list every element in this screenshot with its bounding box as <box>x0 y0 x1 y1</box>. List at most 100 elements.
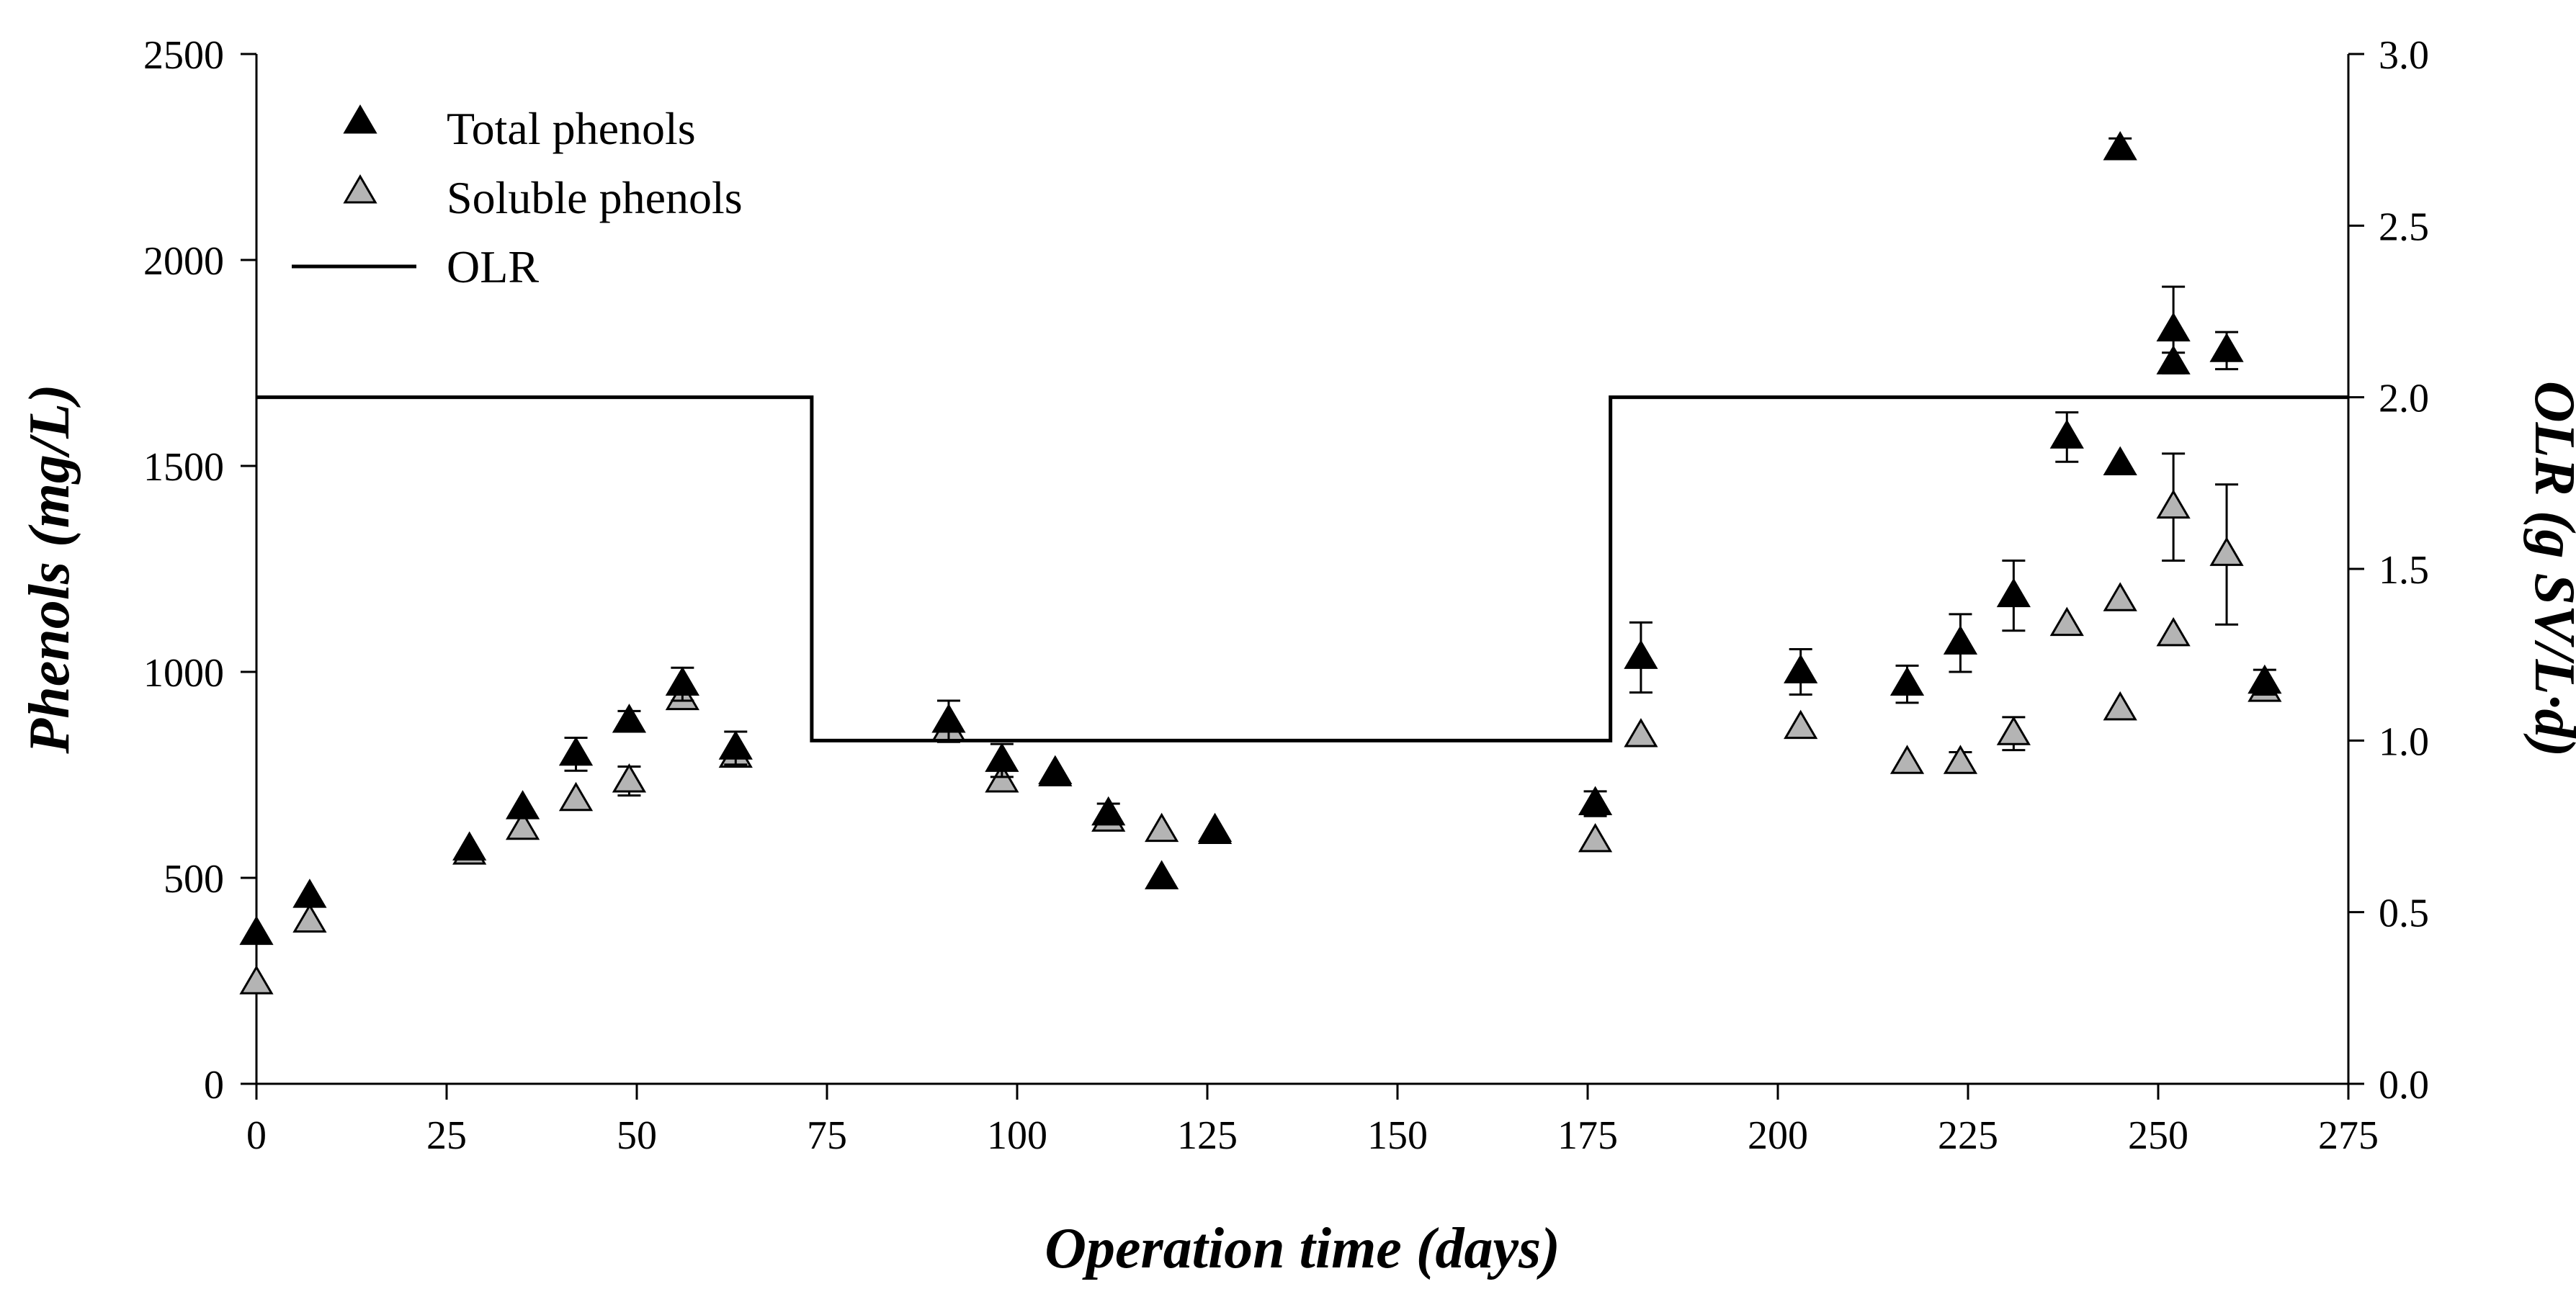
total-phenols-marker <box>2248 664 2282 694</box>
y-tick-label: 2000 <box>143 239 224 284</box>
soluble-phenols-point <box>558 781 594 812</box>
y-ticks-right: 0.0 0.5 1.0 1.5 2.0 2.5 3.0 <box>2348 33 2429 1108</box>
x-tick-label: 50 <box>617 1113 657 1158</box>
soluble-phenols-point <box>1145 812 1179 843</box>
total-phenols-marker <box>1996 578 2031 608</box>
total-phenols-point <box>1996 560 2031 632</box>
x-tick-label: 175 <box>1557 1113 1618 1158</box>
x-tick-label: 0 <box>246 1113 267 1158</box>
total-phenols-marker <box>931 704 966 733</box>
soluble-phenols-point <box>505 810 540 840</box>
total-phenols-marker <box>1624 639 1658 669</box>
total-phenols-marker <box>1091 796 1126 826</box>
total-phenols-marker <box>718 730 753 760</box>
y-axis-title: Phenols (mg/L) <box>18 384 81 754</box>
soluble-phenols-marker <box>1889 745 1925 774</box>
soluble-phenols-point <box>1784 709 1818 740</box>
x-tick-label: 275 <box>2318 1113 2379 1158</box>
soluble-phenols-point <box>2156 616 2191 647</box>
soluble-phenols-marker <box>292 903 327 933</box>
total-phenols-marker <box>985 742 1019 772</box>
soluble-phenols-point <box>239 965 274 995</box>
x-tick-label: 25 <box>426 1113 467 1158</box>
soluble-phenols-point <box>1943 745 1978 774</box>
total-phenols-point <box>1197 812 1233 843</box>
x-tick-label: 200 <box>1748 1113 1808 1158</box>
total-phenols-marker <box>1889 666 1925 696</box>
soluble-phenols-marker <box>1996 716 2031 745</box>
total-phenols-marker <box>2209 333 2244 362</box>
total-phenols-point <box>2049 411 2084 463</box>
soluble-phenols-series <box>239 452 2282 995</box>
total-phenols-marker <box>2103 446 2137 476</box>
soluble-phenols-marker <box>2049 606 2084 637</box>
soluble-phenols-point <box>985 763 1019 793</box>
total-phenols-point <box>1624 621 1658 694</box>
y-tick-label: 1500 <box>143 445 224 490</box>
x-ticks: 0 25 50 75 100 125 150 175 200 225 250 275 <box>246 1084 2379 1158</box>
total-phenols-marker <box>1943 625 1978 655</box>
total-phenols-point <box>452 831 487 861</box>
soluble-phenols-point <box>2103 691 2137 721</box>
total-phenols-marker <box>2156 312 2191 342</box>
soluble-phenols-point <box>612 763 647 797</box>
total-phenols-point <box>239 915 274 946</box>
legend-label-olr: OLR <box>447 241 539 292</box>
total-phenols-point <box>2103 130 2137 161</box>
legend: Total phenols Soluble phenols OLR <box>292 103 743 292</box>
x-tick-label: 100 <box>987 1113 1047 1158</box>
soluble-phenols-marker <box>1145 812 1179 843</box>
y-tick-label: 500 <box>164 857 224 902</box>
total-phenols-marker <box>292 879 327 908</box>
soluble-phenols-point <box>1624 718 1658 747</box>
total-phenols-marker <box>505 790 540 820</box>
y2-tick-label: 0.0 <box>2379 1063 2429 1108</box>
total-phenols-point <box>2156 345 2191 374</box>
total-phenols-marker <box>665 666 699 696</box>
soluble-phenols-point <box>1996 716 2031 752</box>
soluble-phenols-point <box>292 903 327 933</box>
soluble-phenols-marker <box>1624 718 1658 747</box>
total-phenols-marker <box>452 831 487 861</box>
legend-marker-total <box>343 104 377 134</box>
total-phenols-point <box>2103 446 2137 476</box>
x-tick-label: 250 <box>2128 1113 2188 1158</box>
olr-series <box>256 395 2348 742</box>
total-phenols-point <box>931 699 966 743</box>
total-phenols-marker <box>2156 345 2191 374</box>
y2-axis-title: OLR (g SV/L·d) <box>2523 381 2576 757</box>
y2-tick-label: 1.5 <box>2379 548 2429 593</box>
y2-tick-label: 0.5 <box>2379 892 2429 936</box>
total-phenols-point <box>718 730 753 766</box>
soluble-phenols-marker <box>2103 582 2137 611</box>
soluble-phenols-marker <box>2103 691 2137 721</box>
y2-tick-label: 1.0 <box>2379 719 2429 764</box>
legend-marker-soluble <box>343 174 377 204</box>
legend-label-total: Total phenols <box>447 103 696 154</box>
total-phenols-point <box>292 879 327 908</box>
soluble-phenols-marker <box>239 965 274 995</box>
soluble-phenols-marker <box>1784 709 1818 740</box>
soluble-phenols-marker <box>558 781 594 812</box>
soluble-phenols-marker <box>612 763 647 793</box>
total-phenols-marker <box>2049 419 2084 449</box>
x-tick-label: 125 <box>1177 1113 1238 1158</box>
x-axis-title: Operation time (days) <box>1045 1217 1560 1280</box>
total-phenols-point <box>612 704 647 733</box>
x-tick-label: 225 <box>1938 1113 1998 1158</box>
y2-tick-label: 2.0 <box>2379 377 2429 421</box>
y2-tick-label: 2.5 <box>2379 205 2429 249</box>
total-phenols-marker <box>1197 812 1233 843</box>
y-ticks-left: 0 500 1000 1500 2000 2500 <box>143 33 256 1108</box>
soluble-phenols-marker <box>985 763 1019 793</box>
soluble-phenols-point <box>1578 822 1613 853</box>
total-phenols-marker <box>239 915 274 946</box>
olr-step-line <box>256 395 2348 742</box>
total-phenols-marker <box>1578 786 1613 815</box>
total-phenols-point <box>2209 331 2244 371</box>
total-phenols-point <box>1889 664 1925 704</box>
total-phenols-point <box>1943 613 1978 673</box>
x-tick-label: 75 <box>807 1113 847 1158</box>
legend-label-soluble: Soluble phenols <box>447 172 743 223</box>
